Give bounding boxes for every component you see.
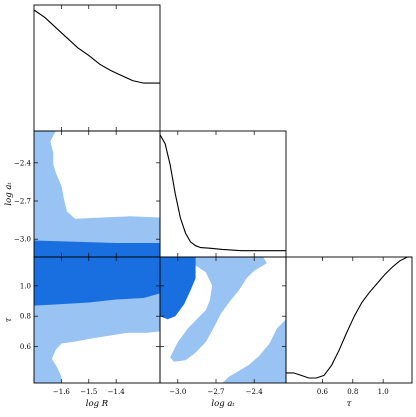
- x-tick-label-logR: −1.5: [80, 388, 97, 396]
- y-tick-label-logat: −2.7: [14, 198, 31, 206]
- marginal-curve-logat: [159, 134, 286, 252]
- panel-frame-2-2: [285, 256, 413, 384]
- contour-fills-logat-vs-logR: [34, 131, 160, 257]
- y-tick-label-logat: −2.4: [14, 159, 32, 167]
- x-tick-label-tau: 1.0: [378, 388, 389, 396]
- x-axis-label-logat: log aₜ: [211, 399, 235, 409]
- contour-fills-tau-vs-logR: [34, 257, 160, 383]
- y-axis-label-tau: τ: [4, 317, 14, 322]
- x-tick-label-tau: 0.6: [317, 388, 329, 396]
- marginal-curve-tau: [286, 256, 412, 379]
- contour-outer-logat-vs-logR-0: [34, 131, 160, 257]
- x-tick-label-logR: −1.6: [53, 388, 71, 396]
- contour-fills-tau-vs-logat: [160, 257, 286, 383]
- marginal-curves: [33, 9, 412, 379]
- contour-inner-logat-vs-logR-1: [34, 240, 160, 257]
- marginal-curve-logR: [33, 9, 160, 84]
- y-tick-label-tau: 0.8: [20, 313, 31, 321]
- y-tick-label-logat: −3.0: [14, 236, 31, 244]
- x-tick-label-tau: 0.8: [347, 388, 358, 396]
- y-tick-label-tau: 0.6: [20, 343, 32, 351]
- x-axis-label-logR: log R: [86, 399, 109, 409]
- y-axis-label-logat: log aₜ: [4, 182, 14, 206]
- x-tick-label-logat: −2.4: [246, 388, 264, 396]
- panel-frame-0-0: [33, 4, 161, 132]
- x-tick-label-logR: −1.4: [108, 388, 126, 396]
- panel-frames: [33, 4, 413, 384]
- x-tick-label-logat: −3.0: [169, 388, 186, 396]
- y-tick-label-tau: 1.0: [20, 282, 31, 290]
- x-tick-label-logat: −2.7: [208, 388, 225, 396]
- axis-ticks: −1.6 −1.5 −1.4 −3.0 −2.7 −2.4 0.6 0.8 1.0 −3.0 −2.…: [14, 5, 389, 396]
- contour-inner-tau-vs-logR-1: [34, 257, 160, 306]
- contour-outer-tau-vs-logat-1: [222, 319, 286, 383]
- contour-outer-tau-vs-logat-0: [160, 257, 267, 362]
- x-axis-label-tau: τ: [347, 399, 352, 409]
- contour-inner-tau-vs-logat-2: [160, 257, 196, 320]
- panel-frame-1-1: [159, 130, 287, 258]
